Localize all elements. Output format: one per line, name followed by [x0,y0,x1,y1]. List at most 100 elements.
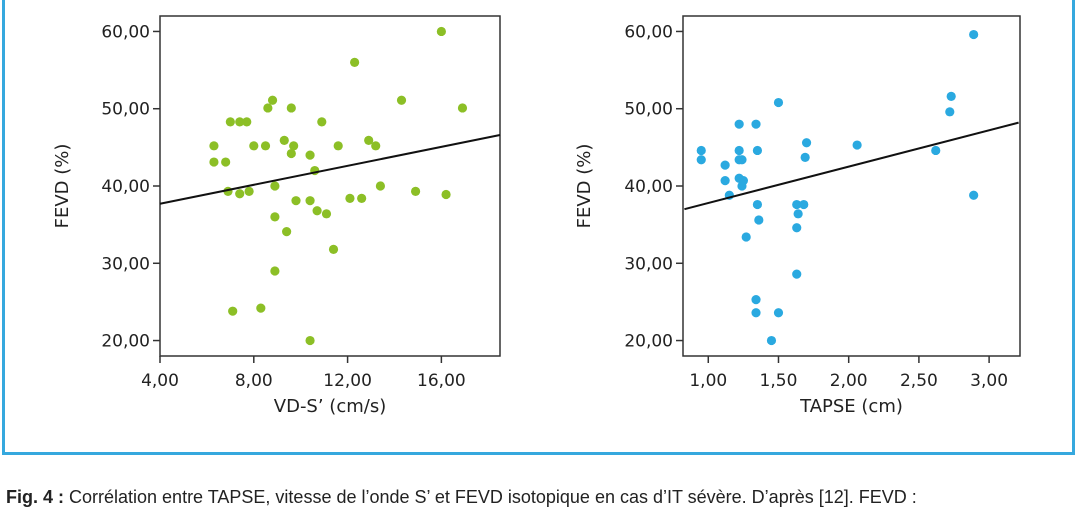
left-data-point [263,103,273,113]
left-data-point [333,141,343,151]
right-data-point [793,209,803,219]
left-data-point [410,186,421,197]
caption-text: Corrélation entre TAPSE, vitesse de l’on… [64,487,917,507]
right-data-point [754,215,764,225]
right-data-point [801,138,812,148]
right-regression-line [684,121,1019,211]
right-data-point [792,269,802,279]
right-data-point [696,155,706,165]
left-data-point [457,103,468,113]
left-data-point [221,157,231,167]
right-data-point [792,223,802,233]
right-data-point [737,155,747,165]
left-ytick-label: 60,00 [101,22,150,42]
right-xtick-label: 1,50 [760,371,798,391]
left-data-point [317,117,327,127]
right-xtick-label: 3,00 [970,371,1008,391]
right-data-point [720,175,730,186]
left-xtick-label: 16,00 [417,371,466,391]
right-yaxis-label: FEVD (%) [574,144,595,229]
left-regression-line [159,134,501,205]
right-xtick-label: 2,50 [900,371,938,391]
right-data-point [946,91,956,101]
right-data-point [741,232,751,242]
right-data-point [852,140,862,150]
left-data-point [270,212,280,222]
right-ytick-label: 60,00 [624,22,673,42]
left-data-point [256,303,266,313]
right-data-point [751,294,761,305]
right-data-point [800,152,810,163]
left-data-point [279,135,289,146]
left-data-point [270,266,280,276]
right-data-point [752,199,763,210]
right-xtick-label: 1,00 [689,371,727,391]
left-data-point [305,150,315,160]
left-data-point [289,141,299,151]
left-data-point [209,141,219,151]
left-data-point [371,141,381,151]
right-plot-frame [682,15,1021,357]
right-data-point [969,29,979,40]
right-data-point [696,145,706,156]
left-data-point [441,189,451,200]
left-data-point [436,26,446,37]
left-data-point [305,335,315,346]
left-data-point [282,226,292,237]
left-data-point [286,148,296,159]
left-data-point [270,181,280,191]
left-data-point [312,206,322,216]
right-xaxis-label: TAPSE (cm) [799,396,903,417]
left-data-point [396,95,407,105]
right-data-point [931,145,941,156]
left-xtick-label: 4,00 [141,371,179,391]
right-data-point [738,175,748,186]
left-plot-frame [159,15,501,357]
left-xtick-label: 8,00 [235,371,273,391]
left-data-point [209,157,219,167]
left-xaxis-label: VD-S’ (cm/s) [274,396,386,417]
left-ytick-label: 20,00 [101,332,150,352]
left-ytick-label: 50,00 [101,100,150,120]
left-data-point [225,117,235,127]
left-data-point [244,186,254,197]
scatter-charts: 20,00 30,00 40,00 50,00 60,00 4,00 8,00 12,00 16… [52,15,1021,417]
right-data-point [969,190,979,200]
left-ytick-label: 30,00 [101,254,150,274]
caption-label: Fig. 4 : [6,487,64,507]
left-data-point [357,193,367,203]
right-ytick-label: 20,00 [624,332,673,352]
left-data-point [267,95,278,105]
left-data-point [260,141,271,151]
figure-frame [2,0,1075,455]
right-data-point [766,335,777,346]
figure-caption: Fig. 4 : Corrélation entre TAPSE, vitess… [6,487,1078,508]
right-data-point [734,119,744,129]
left-ytick-label: 40,00 [101,177,150,197]
left-data-point [286,103,296,113]
left-data-point [249,141,259,151]
left-data-point [291,196,301,206]
left-xtick-label: 12,00 [323,371,372,391]
left-data-point [321,209,332,219]
right-data-point [792,199,802,210]
right-data-point [720,160,730,170]
left-data-point [235,189,245,199]
left-data-point [328,244,339,254]
left-data-point [235,117,245,127]
right-data-point [799,199,809,210]
left-yaxis-label: FEVD (%) [52,144,73,229]
right-data-point [773,97,784,108]
right-ytick-label: 50,00 [624,100,673,120]
left-data-point [228,306,238,316]
left-data-point [305,196,315,206]
right-data-point [945,107,955,117]
left-data-point [242,117,252,127]
right-data-point [734,145,744,156]
right-data-point [751,119,761,129]
left-data-point [364,135,374,146]
right-data-point [752,145,763,156]
right-data-point [773,308,784,318]
left-data-point [350,57,360,67]
right-ytick-label: 30,00 [624,254,673,274]
